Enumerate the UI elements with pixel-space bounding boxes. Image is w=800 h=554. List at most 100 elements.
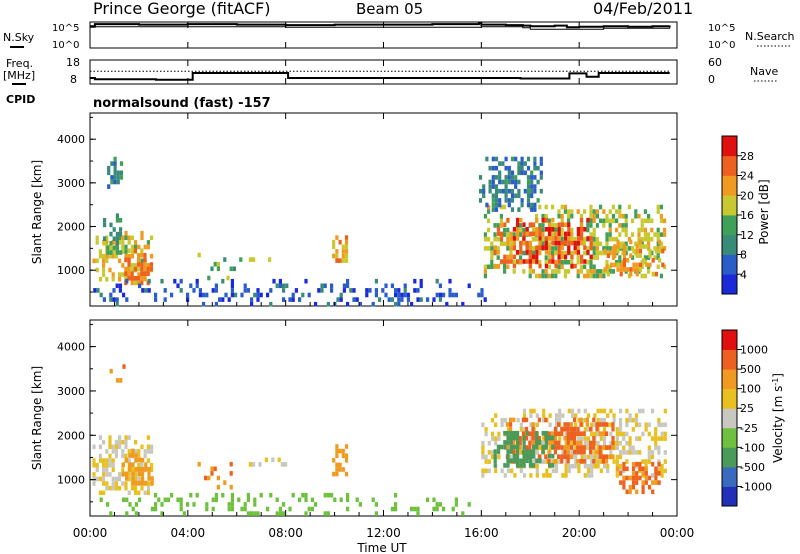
data-cell xyxy=(531,431,535,436)
data-cell xyxy=(548,463,552,468)
data-cell xyxy=(491,165,495,171)
data-cell xyxy=(99,292,103,298)
data-cell xyxy=(615,454,619,460)
colorbar-swatch xyxy=(722,234,737,255)
data-cell xyxy=(266,292,270,298)
data-cell xyxy=(125,471,129,477)
data-cell xyxy=(535,473,539,478)
data-cell xyxy=(230,288,234,293)
data-cell xyxy=(109,292,113,298)
data-cell xyxy=(107,165,111,171)
data-cell xyxy=(592,273,596,279)
data-cell xyxy=(491,193,495,199)
data-cell xyxy=(580,436,584,441)
data-cell xyxy=(648,262,652,268)
data-cell xyxy=(619,271,623,277)
data-cell xyxy=(545,468,549,474)
data-cell xyxy=(567,259,571,265)
colorbar-tick-label: 4 xyxy=(740,268,747,281)
data-cell xyxy=(541,269,545,274)
data-cell xyxy=(141,457,145,463)
data-cell xyxy=(509,422,513,427)
data-cell xyxy=(336,297,340,302)
data-cell xyxy=(563,445,567,450)
data-cell xyxy=(635,480,639,485)
power-ylabel: Slant Range [km] xyxy=(30,160,44,264)
data-cell xyxy=(127,235,131,241)
data-cell xyxy=(574,422,578,428)
data-cell xyxy=(558,413,562,418)
data-cell xyxy=(622,480,626,485)
data-cell xyxy=(638,267,642,272)
data-cell xyxy=(577,436,581,441)
data-cell xyxy=(512,458,516,464)
data-cell xyxy=(618,209,622,214)
data-cell xyxy=(467,502,471,507)
data-cell xyxy=(579,269,583,274)
data-cell xyxy=(595,250,599,256)
data-cell xyxy=(501,179,505,185)
data-cell xyxy=(647,454,651,460)
data-cell xyxy=(647,484,652,490)
data-cell xyxy=(344,253,349,259)
data-cell xyxy=(647,475,652,481)
data-cell xyxy=(537,454,541,459)
data-cell xyxy=(224,292,228,298)
data-cell xyxy=(663,450,667,455)
data-cell xyxy=(618,463,623,469)
data-cell xyxy=(536,165,540,171)
data-cell xyxy=(531,227,535,233)
data-cell xyxy=(416,288,420,293)
data-cell xyxy=(637,232,641,237)
data-cell xyxy=(514,175,518,180)
data-cell xyxy=(102,458,106,463)
data-cell xyxy=(358,301,362,307)
data-cell xyxy=(613,244,617,249)
data-cell xyxy=(128,467,132,472)
data-cell xyxy=(519,223,523,228)
data-cell xyxy=(381,288,385,293)
data-cell xyxy=(230,497,234,503)
data-cell xyxy=(240,506,244,512)
data-cell xyxy=(335,467,339,472)
data-cell xyxy=(114,444,118,450)
data-cell xyxy=(493,250,497,255)
data-cell xyxy=(125,476,129,481)
data-cell xyxy=(601,445,605,450)
data-cell xyxy=(576,246,580,251)
data-cell xyxy=(413,278,417,284)
data-cell xyxy=(108,472,112,477)
data-cell xyxy=(143,271,147,276)
data-cell xyxy=(109,222,113,228)
data-cell xyxy=(654,445,658,451)
data-cell xyxy=(282,283,286,289)
data-cell xyxy=(494,436,498,441)
data-cell xyxy=(419,283,423,289)
data-cell xyxy=(542,413,546,418)
time-axis-ticks: 00:00 04:00 08:00 12:00 16:00 20:00 00:00 xyxy=(73,22,694,540)
data-cell xyxy=(510,170,515,176)
data-cell xyxy=(611,454,615,459)
data-cell xyxy=(494,156,499,162)
data-cell xyxy=(95,267,99,273)
data-cell xyxy=(611,422,615,427)
data-cell xyxy=(533,202,537,208)
data-cell xyxy=(512,240,516,246)
data-cell xyxy=(115,250,119,255)
data-cell xyxy=(491,207,495,212)
data-cell xyxy=(544,269,548,274)
data-cell xyxy=(550,440,554,446)
velocity-colorbar-label: Velocity [m s-1] xyxy=(771,373,785,463)
data-cell xyxy=(355,497,359,503)
data-cell xyxy=(531,269,535,274)
data-cell xyxy=(163,297,167,302)
data-cell xyxy=(490,259,494,265)
data-cell xyxy=(229,266,233,272)
data-cell xyxy=(560,227,564,233)
data-cell xyxy=(496,255,500,260)
data-cell xyxy=(304,511,308,516)
data-cell xyxy=(522,463,526,468)
data-cell xyxy=(341,253,345,259)
data-cell xyxy=(566,436,570,441)
data-cell xyxy=(538,204,542,210)
